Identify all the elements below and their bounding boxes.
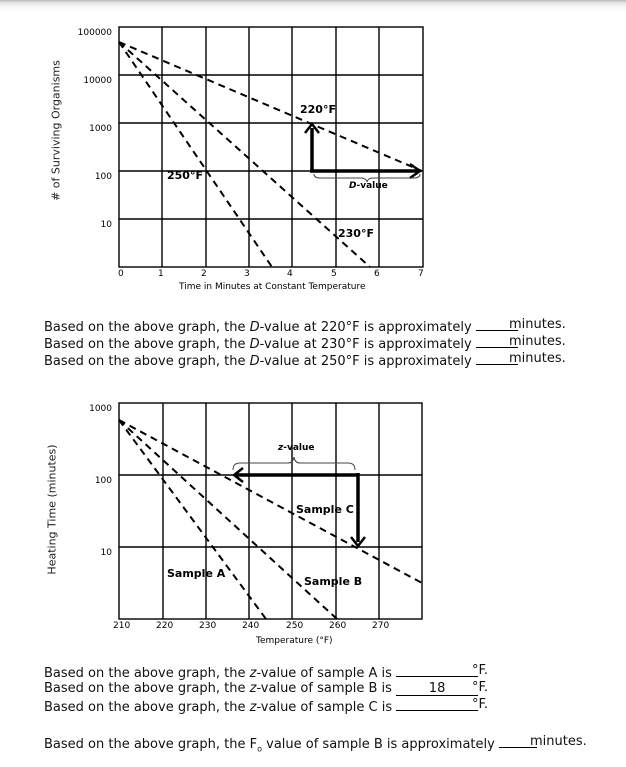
chart1-x-tick: 4: [287, 269, 293, 279]
chart2-x-tick: 210: [113, 621, 131, 631]
chart1-y-tick: 100: [94, 172, 112, 182]
line-250F: [118, 41, 273, 268]
chart2-x-tick: 220: [156, 621, 174, 631]
label-sample-c: Sample C: [296, 503, 354, 516]
chart2-y-axis-title: Heating Time (minutes): [45, 444, 59, 575]
unit-label: minutes.: [509, 334, 566, 349]
answer-blank[interactable]: 18: [396, 682, 479, 696]
chart2-grid: [118, 402, 423, 620]
answer-blank[interactable]: [475, 334, 518, 348]
unit-label: °F.: [472, 680, 489, 695]
label-220F: 220°F: [300, 103, 336, 116]
chart1-x-tick: 2: [201, 269, 207, 279]
question-z-c: Based on the above graph, the z-value of…: [44, 697, 479, 716]
chart1-x-tick: 6: [374, 269, 380, 279]
chart2-x-tick: 260: [329, 621, 347, 631]
line-220F: [118, 41, 423, 172]
d-value-brace: [313, 173, 421, 183]
unit-label: minutes.: [509, 317, 566, 332]
chart2-x-tick: 270: [372, 621, 390, 631]
label-sample-b: Sample B: [304, 575, 363, 588]
unit-label: °F.: [472, 697, 489, 712]
window-top-edge: [0, 0, 626, 12]
chart1-x-tick: 1: [158, 269, 164, 279]
question-d-220: Based on the above graph, the D-value at…: [44, 317, 518, 336]
chart2-y-tick: 1000: [89, 404, 112, 414]
z-value-arrows: [231, 467, 366, 549]
label-250F: 250°F: [167, 169, 203, 182]
label-sample-a: Sample A: [167, 567, 226, 580]
chart2-x-axis-title: Temperature (°F): [256, 636, 333, 646]
question-d-230: Based on the above graph, the D-value at…: [44, 334, 518, 353]
answer-blank[interactable]: [498, 734, 537, 748]
label-d-value: D-value: [349, 181, 388, 191]
chart2-x-tick: 230: [199, 621, 217, 631]
chart2-y-tick: 100: [94, 476, 112, 486]
answer-blank[interactable]: [396, 663, 479, 677]
unit-label: minutes.: [509, 351, 566, 366]
chart1-x-tick: 7: [418, 269, 424, 279]
chart1-x-tick: 3: [244, 269, 250, 279]
question-d-250: Based on the above graph, the D-value at…: [44, 351, 518, 370]
line-sample-a: [118, 419, 267, 620]
line-sample-b: [118, 419, 338, 620]
label-230F: 230°F: [338, 227, 374, 240]
chart1-grid: [118, 26, 424, 268]
question-z-a: Based on the above graph, the z-value of…: [44, 663, 479, 682]
unit-label: minutes.: [530, 734, 587, 749]
chart1-y-tick: 10000: [83, 76, 112, 86]
question-f0-b: Based on the above graph, the Fo value o…: [44, 734, 537, 758]
chart2-x-tick: 240: [242, 621, 260, 631]
label-z-value: z-value: [278, 443, 315, 453]
chart1-x-tick: 5: [331, 269, 337, 279]
unit-label: °F.: [472, 663, 489, 678]
line-sample-c: [118, 419, 423, 584]
question-z-b: Based on the above graph, the z-value of…: [44, 680, 479, 697]
chart1-y-tick: 10: [100, 220, 112, 230]
line-230F: [118, 41, 371, 268]
chart2-x-tick: 250: [286, 621, 304, 631]
chart1-x-tick: 0: [118, 269, 124, 279]
chart1-x-axis-title: Time in Minutes at Constant Temperature: [179, 282, 366, 292]
answer-blank[interactable]: [396, 697, 479, 711]
z-value-brace: [232, 456, 356, 471]
chart1-y-axis-title: # of Surviving Organisms: [49, 60, 63, 201]
chart1-y-tick: 100000: [77, 28, 112, 38]
answer-blank[interactable]: [475, 317, 518, 331]
chart1-y-tick: 1000: [89, 124, 112, 134]
chart2-y-tick: 10: [100, 548, 112, 558]
answer-blank[interactable]: [475, 351, 518, 365]
d-value-arrows: [304, 121, 423, 180]
